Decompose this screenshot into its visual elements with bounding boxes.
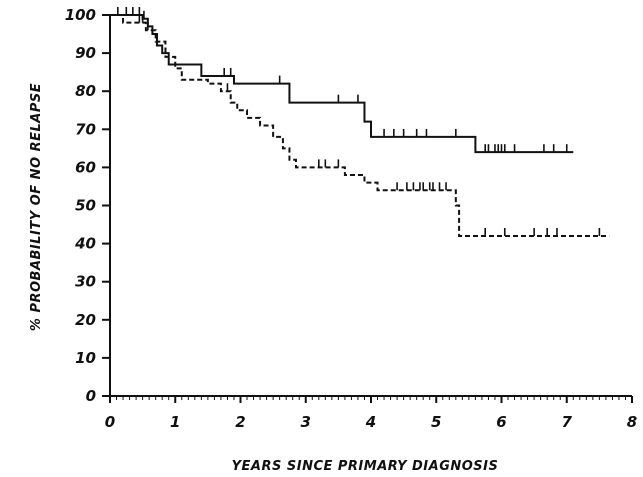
x-tick-label: 7 [562,413,573,431]
x-ticks: 0 1 2 3 4 5 6 7 8 [105,396,637,431]
x-tick-label: 4 [365,413,376,431]
series-1-line [110,14,574,154]
y-tick-label: 80 [75,82,96,100]
x-tick-label: 5 [431,413,441,431]
y-tick-label: 100 [65,6,96,24]
x-tick-label: 1 [170,413,180,431]
y-tick-label: 70 [75,120,96,138]
y-tick-label: 60 [75,158,96,176]
series-2 [110,14,610,237]
y-tick-label: 20 [75,311,96,329]
y-axis-label: % PROBABILITY OF NO RELAPSE [29,83,44,331]
x-axis-label: YEARS SINCE PRIMARY DIAGNOSIS [232,459,499,474]
series-2-line [110,14,610,237]
y-tick-label: 40 [74,235,96,253]
x-tick-label: 0 [105,413,115,431]
y-tick-label: 90 [75,44,96,62]
x-tick-label: 6 [496,413,506,431]
x-tick-label: 3 [301,413,311,431]
axes [109,15,632,397]
y-tick-label: 0 [86,387,96,405]
series-1 [110,7,574,154]
x-tick-label: 8 [627,413,637,431]
y-tick-label: 10 [75,349,96,367]
y-ticks: 0 10 20 30 40 50 60 70 80 90 100 [65,6,110,405]
y-tick-label: 30 [75,273,96,291]
y-tick-label: 50 [75,197,96,215]
series-group [110,7,610,237]
x-tick-label: 2 [235,413,245,431]
